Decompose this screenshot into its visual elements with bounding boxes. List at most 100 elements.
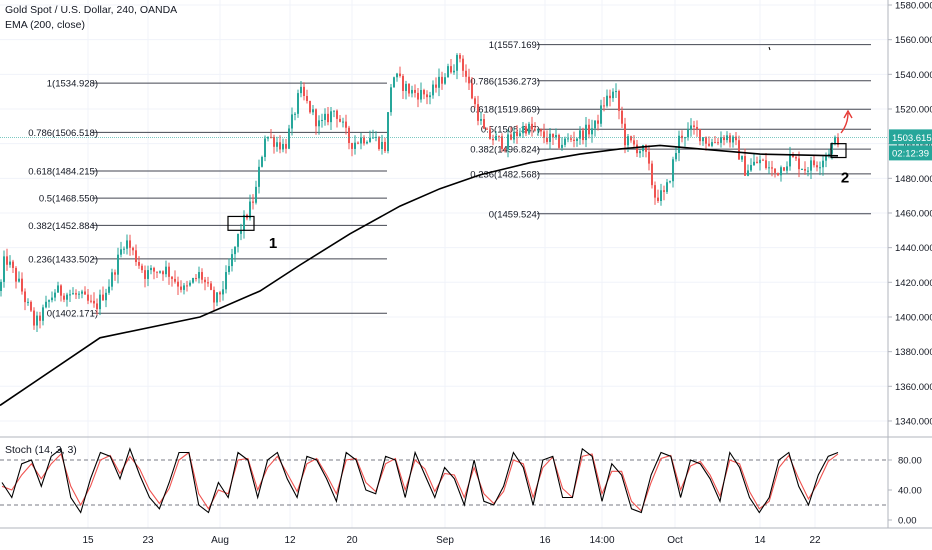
candle-body	[639, 151, 641, 154]
candle-body	[450, 66, 452, 73]
candle-body	[576, 138, 578, 141]
candle-body	[387, 112, 389, 152]
candle-body	[240, 230, 242, 234]
candle-body	[306, 96, 308, 102]
stoch-k-line	[1, 447, 839, 514]
candle-body	[435, 84, 437, 88]
candle-body	[519, 133, 521, 136]
candle-body	[417, 92, 419, 100]
candle-body	[729, 135, 731, 143]
price-tick-label: 1380.000	[895, 347, 932, 358]
time-tick-label: 23	[142, 535, 154, 546]
candle-body	[333, 110, 335, 112]
price-tick-label: 1480.000	[895, 174, 932, 185]
candle-body	[696, 126, 698, 130]
breakout-box-2	[830, 143, 847, 159]
fib-level-label: 0.236(1482.568)	[470, 169, 540, 180]
candle-body	[120, 249, 122, 255]
candle-body	[792, 154, 794, 158]
candle-body	[666, 182, 668, 192]
candle-body	[381, 141, 383, 150]
candle-body	[303, 86, 305, 97]
candle-body	[324, 113, 326, 120]
candle-body	[318, 120, 320, 127]
candle-body	[39, 315, 41, 321]
candle-body	[405, 83, 407, 91]
candle-body	[549, 133, 551, 142]
candle-body	[813, 160, 815, 166]
price-tick-label: 1520.000	[895, 104, 932, 115]
arrow-head	[843, 109, 853, 119]
candle-body	[390, 87, 392, 113]
candle-body	[654, 185, 656, 198]
candle-body	[621, 110, 623, 124]
candle-body	[531, 123, 533, 130]
candle-body	[744, 156, 746, 176]
candle-body	[315, 109, 317, 127]
candle-body	[504, 148, 506, 150]
candle-body	[492, 138, 494, 141]
candle-body	[588, 124, 590, 135]
candle-body	[51, 297, 53, 301]
candle-body	[825, 154, 827, 161]
candle-body	[117, 254, 119, 275]
candle-body	[222, 289, 224, 295]
candle-body	[720, 137, 722, 143]
candle-body	[774, 168, 776, 173]
bullish-arrow	[840, 109, 853, 134]
candle-body	[75, 293, 77, 295]
candle-body	[804, 169, 806, 171]
candle-body	[363, 137, 365, 144]
candle-body	[546, 137, 548, 142]
candle-body	[81, 291, 83, 294]
candle-body	[144, 270, 146, 279]
candle-body	[795, 157, 797, 159]
candle-body	[327, 113, 329, 123]
candle-body	[357, 142, 359, 144]
candle-body	[225, 272, 227, 290]
candle-body	[423, 90, 425, 95]
candle-body	[834, 137, 836, 144]
candle-body	[489, 129, 491, 139]
candle-body	[630, 136, 632, 141]
candle-body	[399, 73, 401, 76]
candle-body	[663, 190, 665, 192]
candle-body	[165, 266, 167, 275]
candle-body	[627, 136, 629, 146]
candle-body	[366, 141, 368, 144]
candle-body	[723, 137, 725, 141]
stoch-tick-label: 0.00	[898, 516, 917, 527]
candle-body	[690, 125, 692, 130]
last-price-value: 1503.615	[892, 133, 932, 144]
candle-body	[156, 271, 158, 273]
candle-body	[426, 94, 428, 98]
candle-body	[441, 76, 443, 84]
candle-body	[831, 143, 833, 154]
candle-body	[444, 77, 446, 84]
candle-body	[600, 105, 602, 124]
candle-body	[579, 130, 581, 139]
candle-body	[378, 137, 380, 150]
fib-level-label: 0.236(1433.502)	[28, 254, 98, 265]
stoch-pane: 0.00 40.00 80.00	[0, 447, 922, 527]
candle-body	[252, 201, 254, 203]
candle-body	[501, 136, 503, 149]
candle-body	[354, 142, 356, 149]
candle-body	[612, 91, 614, 99]
candle-body	[264, 138, 266, 157]
candle-body	[30, 301, 32, 311]
time-tick-label: 15	[82, 535, 94, 546]
candle-body	[138, 262, 140, 266]
candle-body	[606, 95, 608, 106]
candle-body	[750, 165, 752, 171]
candle-body	[474, 98, 476, 105]
fib-level-label: 0(1402.171)	[47, 309, 98, 320]
last-price-badge	[889, 129, 932, 145]
candle-body	[465, 70, 467, 77]
time-tick-label: 22	[809, 535, 821, 546]
candle-body	[585, 124, 587, 141]
candle-body	[714, 142, 716, 144]
candle-body	[204, 279, 206, 283]
candle-body	[87, 294, 89, 301]
